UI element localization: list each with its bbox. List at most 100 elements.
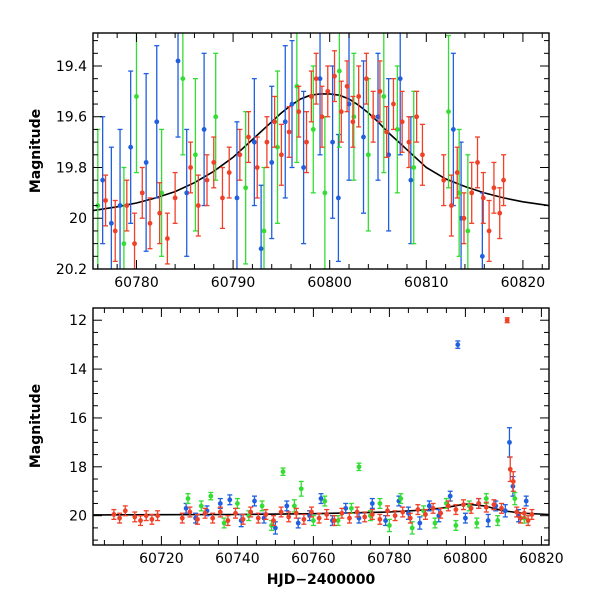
bottom-data-point (259, 500, 265, 512)
data-marker (296, 109, 302, 115)
data-marker (507, 439, 512, 445)
data-marker (486, 228, 492, 234)
top-data-point (128, 70, 134, 224)
data-marker (286, 129, 292, 135)
data-marker (185, 496, 191, 501)
top-data-point (112, 199, 118, 263)
data-marker (157, 210, 163, 216)
top-data-point (479, 192, 485, 269)
top-data-point (286, 105, 292, 158)
data-marker (280, 469, 286, 475)
data-marker (408, 177, 414, 183)
bottom-data-point (468, 502, 474, 514)
data-marker (414, 114, 420, 120)
data-marker (441, 177, 447, 183)
bottom-data-point (295, 517, 301, 529)
data-marker (430, 505, 436, 511)
data-marker (143, 513, 149, 519)
top-data-point (304, 111, 310, 174)
top-data-point (491, 161, 497, 214)
bottom-data-point (386, 518, 392, 533)
y-tick-label: 19.6 (56, 110, 87, 126)
data-marker (463, 515, 468, 521)
data-marker (344, 83, 350, 89)
bottom-data-point (409, 521, 415, 535)
top-series-1 (95, 33, 471, 269)
bottom-data-point (453, 504, 459, 516)
data-marker (310, 127, 316, 132)
data-marker (499, 505, 504, 511)
top-data-point (139, 166, 145, 219)
top-data-point (411, 90, 417, 245)
top-data-point (243, 111, 249, 265)
data-marker (187, 509, 193, 515)
data-marker (391, 101, 396, 107)
data-marker (432, 520, 438, 526)
data-marker (525, 518, 531, 523)
data-marker (411, 165, 417, 170)
top-data-point (322, 116, 328, 269)
bottom-data-point (495, 515, 501, 527)
top-data-point (461, 192, 467, 245)
data-marker (195, 203, 201, 208)
data-marker (450, 127, 456, 132)
data-marker (188, 165, 193, 170)
bottom-data-point (217, 506, 223, 518)
x-tick-label: 60760 (291, 551, 336, 567)
top-data-point (475, 136, 481, 189)
data-marker (217, 501, 223, 506)
top-data-point (448, 174, 454, 237)
data-marker (103, 198, 108, 203)
bottom-data-point (111, 508, 117, 520)
data-marker (121, 241, 127, 247)
data-marker (375, 114, 381, 120)
bottom-data-point (208, 491, 214, 501)
data-marker (264, 139, 270, 145)
bottom-data-point (369, 497, 375, 510)
top-data-point (344, 60, 350, 113)
data-marker (234, 195, 240, 201)
data-marker (465, 228, 471, 234)
data-marker (100, 177, 106, 183)
bottom-data-point (339, 507, 345, 519)
data-marker (122, 508, 128, 514)
bottom-data-point (263, 508, 269, 520)
bottom-data-point (316, 512, 322, 524)
bottom-data-point (518, 512, 523, 524)
data-marker (406, 139, 412, 145)
data-marker (397, 76, 403, 82)
top-data-point (246, 111, 252, 164)
top-data-point (480, 171, 486, 224)
data-marker (361, 134, 366, 140)
bottom-series-2 (111, 317, 535, 527)
data-marker (476, 501, 482, 506)
bottom-data-point (485, 513, 491, 528)
x-tick-label: 60740 (215, 551, 260, 567)
x-tick-label: 60790 (211, 275, 256, 291)
data-marker (349, 505, 354, 511)
top-data-point (301, 90, 307, 245)
data-marker (154, 119, 160, 125)
bottom-data-point (417, 516, 423, 530)
top-data-point (296, 85, 302, 138)
data-marker (295, 520, 301, 526)
data-marker (377, 501, 383, 506)
data-marker (420, 152, 425, 158)
top-data-point (310, 65, 316, 194)
top-data-point (338, 80, 344, 143)
bottom-data-point (122, 505, 128, 517)
y-tick-label: 19.8 (56, 160, 87, 176)
bottom-data-point (322, 495, 328, 507)
data-marker (518, 515, 523, 521)
data-marker (426, 503, 432, 509)
top-data-point (375, 52, 381, 181)
data-marker (316, 515, 322, 521)
data-marker (369, 501, 375, 506)
x-tick-label: 60720 (139, 551, 184, 567)
data-marker (184, 190, 190, 196)
bottom-data-point (240, 513, 246, 525)
data-marker (273, 525, 278, 531)
x-tick-label: 60820 (519, 551, 564, 567)
bottom-data-point (202, 507, 208, 519)
top-series-0 (100, 33, 485, 269)
